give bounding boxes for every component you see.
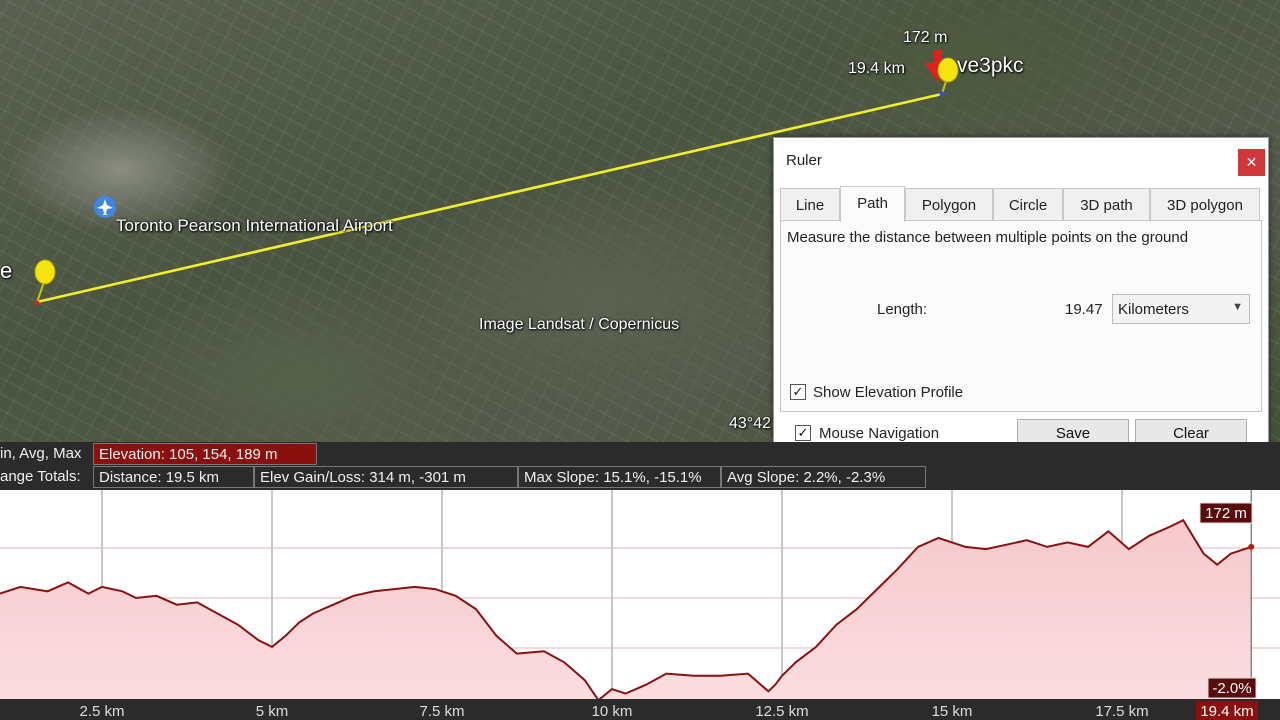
map-overlay (34, 50, 959, 306)
x-tick-label: 10 km (592, 703, 633, 720)
show-elevation-checkbox[interactable]: ✓ (790, 384, 806, 400)
chevron-down-icon: ▼ (1232, 301, 1243, 313)
tab-circle[interactable]: Circle (993, 188, 1063, 221)
unit-select-value: Kilometers (1118, 301, 1189, 318)
panel-description: Measure the distance between multiple po… (787, 229, 1189, 246)
imagery-credit: Image Landsat / Copernicus (479, 316, 680, 333)
coordinate-readout: 43°42 (729, 415, 771, 432)
x-tick-label: 12.5 km (755, 703, 808, 720)
elevation-area (0, 520, 1252, 701)
elevation-line (0, 518, 1252, 702)
pin-end-elevation: 172 m (903, 29, 948, 46)
pushpin-start-icon[interactable] (34, 259, 56, 306)
pin-end-distance: 19.4 km (848, 60, 905, 77)
show-elevation-label: Show Elevation Profile (813, 384, 964, 401)
close-button[interactable]: ✕ (1238, 149, 1265, 176)
gain-loss-stat: Elev Gain/Loss: 314 m, -301 m (254, 466, 518, 488)
x-tick-label: 17.5 km (1095, 703, 1148, 720)
dialog-title: Ruler (786, 152, 822, 169)
elevation-stat: Elevation: 105, 154, 189 m (93, 443, 317, 465)
mouse-navigation-label: Mouse Navigation (819, 425, 940, 442)
stats-row1-label: in, Avg, Max (0, 445, 82, 462)
pin-start-label: e (0, 258, 13, 283)
airport-label: Toronto Pearson International Airport (116, 216, 393, 235)
pushpin-end-icon[interactable] (924, 50, 959, 97)
avg-slope-stat: Avg Slope: 2.2%, -2.3% (721, 466, 926, 488)
x-tick-label: 2.5 km (79, 703, 124, 720)
x-tick-label: 7.5 km (419, 703, 464, 720)
ruler-path-line (36, 92, 943, 304)
ruler-dialog: Ruler ✕ Line Path Polygon Circle 3D path… (773, 137, 1269, 455)
unit-select[interactable]: Kilometers ▼ (1112, 294, 1250, 324)
length-label: Length: (877, 301, 928, 318)
cursor-slope-badge: -2.0% (1207, 677, 1257, 699)
x-axis-ticks: 2.5 km 5 km 7.5 km 10 km 12.5 km 15 km 17.5 km (79, 703, 1148, 720)
tab-polygon[interactable]: Polygon (905, 188, 993, 221)
x-axis-bar (0, 699, 1280, 720)
cursor-slope-label: -2.0% (1212, 680, 1251, 697)
cursor-point (1248, 543, 1255, 550)
cursor-x-badge: 19.4 km (1196, 701, 1258, 720)
elevation-stats-bar: in, Avg, Max Elevation: 105, 154, 189 m … (0, 442, 1280, 490)
max-slope-stat: Max Slope: 15.1%, -15.1% (518, 466, 721, 488)
pin-end-label: ve3pkc (957, 54, 1024, 77)
tab-3d-polygon[interactable]: 3D polygon (1150, 188, 1260, 221)
cursor-elev-badge: 172 m (1199, 502, 1253, 524)
length-value: 19.47 (1065, 301, 1103, 318)
tab-line[interactable]: Line (780, 188, 840, 221)
airport-icon[interactable] (94, 196, 116, 218)
x-tick-label: 5 km (256, 703, 289, 720)
stats-row2-label: ange Totals: (0, 468, 81, 485)
distance-stat: Distance: 19.5 km (93, 466, 254, 488)
tab-path[interactable]: Path (840, 186, 905, 222)
elevation-profile-chart[interactable]: 2.5 km 5 km 7.5 km 10 km 12.5 km 15 km 17.5 km… (0, 490, 1280, 720)
x-tick-label: 15 km (932, 703, 973, 720)
cursor-elev-label: 172 m (1205, 505, 1247, 522)
mouse-navigation-checkbox[interactable]: ✓ (795, 425, 811, 441)
cursor-x-label: 19.4 km (1200, 703, 1253, 720)
close-icon: ✕ (1245, 154, 1258, 170)
tab-3d-path[interactable]: 3D path (1063, 188, 1150, 221)
path-panel: Measure the distance between multiple po… (780, 220, 1262, 412)
